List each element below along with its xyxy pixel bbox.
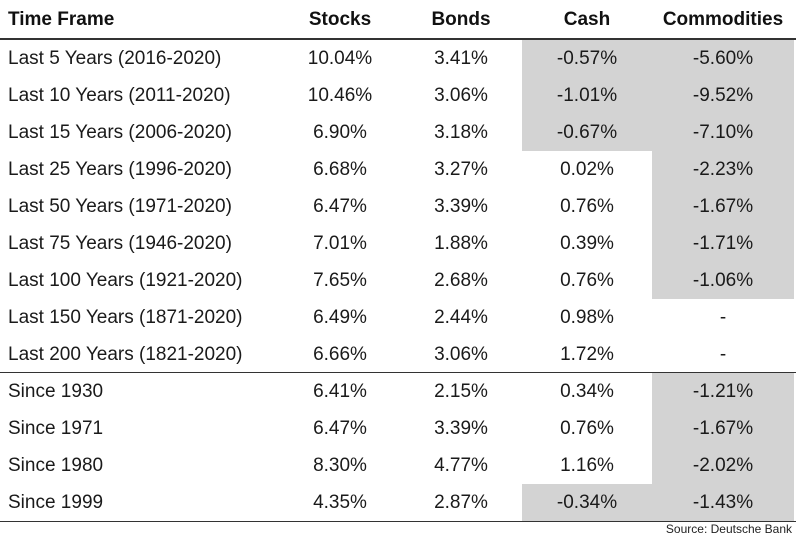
row-label: Last 15 Years (2006-2020) — [8, 122, 232, 143]
cell-stocks: 10.04% — [307, 48, 373, 69]
cell-bonds: 2.87% — [434, 492, 488, 513]
cell-commodities: -1.43% — [652, 484, 794, 521]
row-label: Last 100 Years (1921-2020) — [8, 270, 243, 291]
cell-stocks: 10.46% — [307, 85, 373, 106]
header-stocks: Stocks — [308, 9, 372, 30]
cell-commodities: -7.10% — [652, 114, 794, 151]
row-label: Last 25 Years (1996-2020) — [8, 159, 232, 180]
header-time-frame: Time Frame — [8, 9, 115, 30]
cell-bonds: 1.88% — [434, 233, 488, 254]
cell-cash: 0.76% — [560, 418, 614, 439]
header-cash: Cash — [563, 9, 611, 30]
cell-bonds: 2.15% — [434, 381, 488, 402]
section-rule — [0, 372, 796, 373]
cell-bonds: 4.77% — [434, 455, 488, 476]
cell-stocks: 6.90% — [313, 122, 367, 143]
cell-bonds: 2.68% — [434, 270, 488, 291]
row-label: Since 1980 — [8, 455, 104, 476]
cell-bonds: 3.41% — [434, 48, 488, 69]
cell-stocks: 7.01% — [313, 233, 367, 254]
cell-commodities: -1.67% — [652, 410, 794, 447]
row-label: Last 50 Years (1971-2020) — [8, 196, 232, 217]
cell-stocks: 7.65% — [313, 270, 367, 291]
cell-stocks: 8.30% — [313, 455, 367, 476]
cell-cash: 1.72% — [560, 344, 614, 365]
cell-commodities: -2.02% — [652, 447, 794, 484]
row-label: Since 1999 — [8, 492, 104, 513]
cell-commodities: -1.06% — [652, 262, 794, 299]
cell-bonds: 3.27% — [434, 159, 488, 180]
cell-commodities: -1.67% — [652, 188, 794, 225]
cell-commodities: - — [719, 344, 727, 365]
cell-stocks: 4.35% — [313, 492, 367, 513]
cell-stocks: 6.49% — [313, 307, 367, 328]
row-label: Last 150 Years (1871-2020) — [8, 307, 243, 328]
cell-bonds: 3.18% — [434, 122, 488, 143]
header-rule — [0, 38, 796, 40]
cell-stocks: 6.66% — [313, 344, 367, 365]
cell-stocks: 6.41% — [313, 381, 367, 402]
cell-bonds: 3.06% — [434, 344, 488, 365]
cell-cash: 0.76% — [560, 196, 614, 217]
cell-cash: 0.39% — [560, 233, 614, 254]
cell-stocks: 6.47% — [313, 418, 367, 439]
cell-commodities: -1.21% — [652, 373, 794, 410]
row-label: Last 200 Years (1821-2020) — [8, 344, 243, 365]
cell-commodities: - — [719, 307, 727, 328]
cell-bonds: 3.39% — [434, 418, 488, 439]
cell-commodities: -9.52% — [652, 77, 794, 114]
cell-commodities: -5.60% — [652, 40, 794, 77]
header-commodities: Commodities — [662, 9, 784, 30]
row-label: Last 5 Years (2016-2020) — [8, 48, 222, 69]
header-bonds: Bonds — [431, 9, 491, 30]
cell-cash: 0.76% — [560, 270, 614, 291]
cell-bonds: 3.06% — [434, 85, 488, 106]
cell-cash: 1.16% — [560, 455, 614, 476]
cell-cash: 0.02% — [560, 159, 614, 180]
cell-cash: -0.67% — [522, 114, 652, 151]
row-label: Last 10 Years (2011-2020) — [8, 85, 231, 106]
bottom-rule — [0, 521, 796, 522]
cell-cash: 0.98% — [560, 307, 614, 328]
cell-stocks: 6.47% — [313, 196, 367, 217]
cell-commodities: -1.71% — [652, 225, 794, 262]
source-note: Source: Deutsche Bank — [665, 522, 792, 536]
row-label: Since 1971 — [8, 418, 104, 439]
row-label: Since 1930 — [8, 381, 104, 402]
cell-cash: -0.34% — [522, 484, 652, 521]
cell-bonds: 3.39% — [434, 196, 488, 217]
cell-cash: 0.34% — [560, 381, 614, 402]
cell-stocks: 6.68% — [313, 159, 367, 180]
row-label: Last 75 Years (1946-2020) — [8, 233, 232, 254]
cell-cash: -1.01% — [522, 77, 652, 114]
cell-cash: -0.57% — [522, 40, 652, 77]
cell-bonds: 2.44% — [434, 307, 488, 328]
cell-commodities: -2.23% — [652, 151, 794, 188]
